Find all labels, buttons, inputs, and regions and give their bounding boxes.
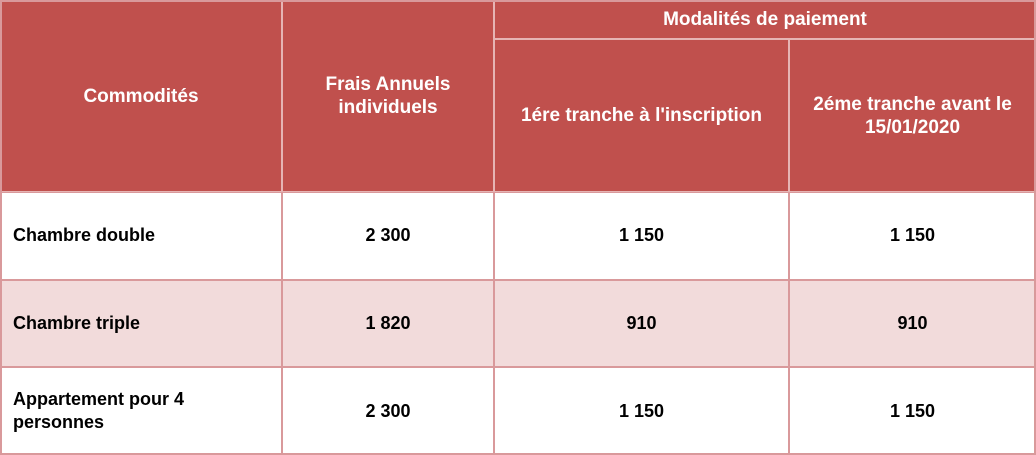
cell-commodite: Appartement pour 4 personnes bbox=[0, 367, 282, 455]
table-row: Appartement pour 4 personnes 2 300 1 150… bbox=[0, 367, 1036, 455]
header-tranche-2: 2éme tranche avant le 15/01/2020 bbox=[789, 39, 1036, 192]
table-row: Chambre double 2 300 1 150 1 150 bbox=[0, 192, 1036, 280]
cell-commodite: Chambre triple bbox=[0, 279, 282, 368]
header-tranche-1: 1ére tranche à l'inscription bbox=[494, 39, 789, 192]
cell-frais: 2 300 bbox=[282, 367, 494, 455]
cell-tranche-1: 1 150 bbox=[494, 367, 789, 455]
cell-tranche-1: 910 bbox=[494, 279, 789, 368]
cell-frais: 1 820 bbox=[282, 279, 494, 368]
cell-tranche-1: 1 150 bbox=[494, 192, 789, 280]
cell-frais: 2 300 bbox=[282, 192, 494, 280]
cell-tranche-2: 1 150 bbox=[789, 367, 1036, 455]
header-row-1: Commodités Frais Annuels individuels Mod… bbox=[0, 0, 1036, 192]
table-row: Chambre triple 1 820 910 910 bbox=[0, 279, 1036, 368]
header-row-2: 1ére tranche à l'inscription 2éme tranch… bbox=[0, 39, 1036, 192]
cell-commodite: Chambre double bbox=[0, 192, 282, 280]
header-modalites-paiement: Modalités de paiement bbox=[494, 0, 1036, 39]
cell-tranche-2: 1 150 bbox=[789, 192, 1036, 280]
header-frais-annuels: Frais Annuels individuels bbox=[282, 0, 494, 192]
cell-tranche-2: 910 bbox=[789, 279, 1036, 368]
header-commodites: Commodités bbox=[0, 0, 282, 192]
